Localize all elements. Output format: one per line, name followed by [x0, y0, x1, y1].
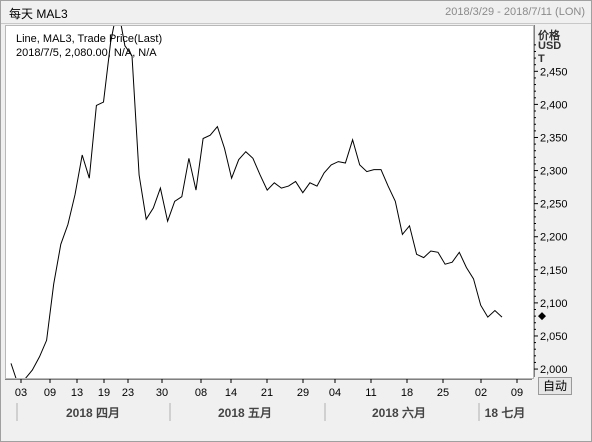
y-unit-currency: USD [538, 40, 562, 52]
chart-title: 每天 MAL3 [9, 7, 68, 21]
y-tick-label: 2,250 [540, 199, 568, 211]
legend-series-label: Line, MAL3, Trade Price(Last) [16, 33, 163, 45]
y-tick-label: 2,350 [540, 132, 568, 144]
x-tick-label: 14 [225, 387, 237, 399]
y-tick-label: 2,050 [540, 331, 568, 343]
x-tick-label: 21 [261, 387, 273, 399]
y-tick-label: 2,400 [540, 99, 568, 111]
y-axis-ticks: 2,000 2,050 2,100 2,150 2,200 2,250 2,300 2,350… [534, 25, 568, 377]
y-tick-label: 2,100 [540, 298, 568, 310]
auto-scale-button[interactable]: 自动 [538, 377, 572, 395]
month-label: 2018 四月 [66, 406, 120, 420]
x-tick-label: 08 [195, 387, 207, 399]
x-tick-label: 13 [71, 387, 83, 399]
x-tick-label: 02 [475, 387, 487, 399]
legend: Line, MAL3, Trade Price(Last) 2018/7/5, … [16, 32, 162, 60]
y-unit-measure: T [538, 53, 545, 65]
x-tick-label: 19 [98, 387, 110, 399]
x-tick-label: 09 [511, 387, 523, 399]
x-tick-label: 18 [401, 387, 413, 399]
price-chart [10, 26, 503, 378]
x-tick-label: 23 [122, 387, 134, 399]
y-tick-label: 2,300 [540, 166, 568, 178]
title-bar: 每天 MAL3 2018/3/29 - 2018/7/11 (LON) [1, 1, 591, 24]
x-axis-ticks: 03 09 13 19 23 30 08 14 21 29 04 11 18 25 02 09 2018 四月 2… [5, 379, 532, 421]
x-tick-label: 04 [329, 387, 341, 399]
x-tick-label: 25 [437, 387, 449, 399]
x-tick-label: 29 [297, 387, 309, 399]
y-tick-label: 2,200 [540, 232, 568, 244]
y-tick-label: 2,000 [540, 364, 568, 376]
y-tick-label: 2,450 [540, 66, 568, 78]
series-line [10, 26, 503, 378]
x-tick-label: 03 [15, 387, 27, 399]
month-label: 18 七月 [485, 406, 526, 420]
plot-area[interactable]: Line, MAL3, Trade Price(Last) 2018/7/5, … [5, 25, 534, 379]
y-axis[interactable]: 价格 USD T 2,000 2,050 2,100 2,150 2,200 2,250 2… [534, 25, 590, 377]
y-tick-label: 2,150 [540, 265, 568, 277]
x-tick-label: 09 [44, 387, 56, 399]
legend-value-readout: 2018/7/5, 2,080.00, N/A, N/A [16, 47, 157, 59]
month-label: 2018 六月 [372, 405, 426, 420]
y-unit-price: 价格 [538, 30, 560, 42]
date-range: 2018/3/29 - 2018/7/11 (LON) [445, 6, 585, 18]
x-tick-label: 11 [365, 387, 376, 399]
x-axis[interactable]: 03 09 13 19 23 30 08 14 21 29 04 11 18 25 02 09 2018 四月 2… [5, 379, 532, 439]
last-price-marker [538, 312, 546, 321]
month-label: 2018 五月 [218, 406, 272, 420]
x-tick-label: 30 [156, 387, 168, 399]
